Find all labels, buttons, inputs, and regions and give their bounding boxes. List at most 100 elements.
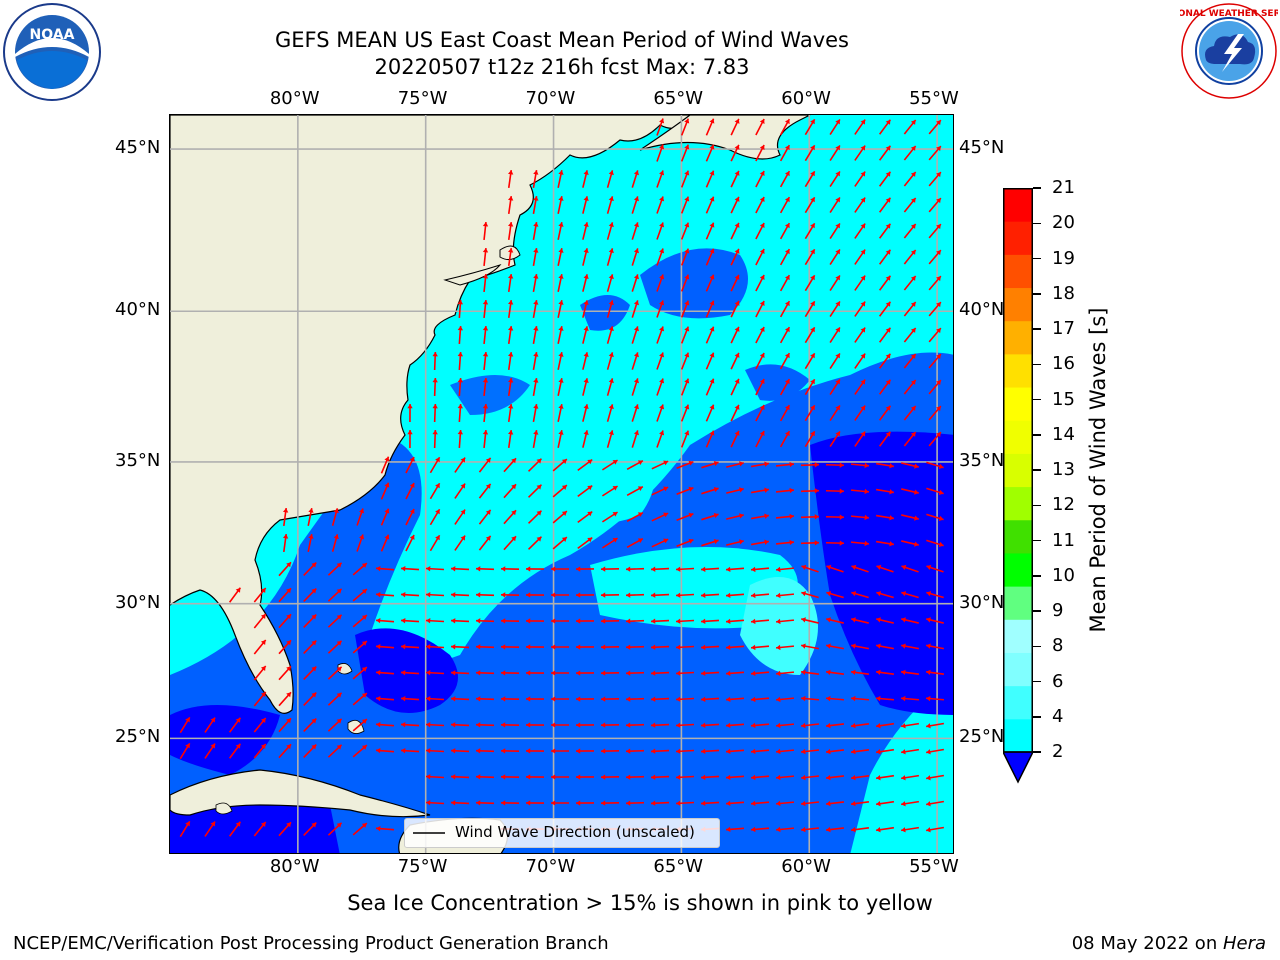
wave-direction-arrow: [475, 566, 495, 572]
wave-direction-arrow: [375, 669, 395, 676]
wave-direction-arrow: [800, 462, 820, 468]
wave-direction-arrow: [925, 695, 945, 702]
wave-direction-arrow: [903, 249, 917, 265]
wave-direction-arrow: [375, 617, 395, 624]
wave-direction-arrow: [903, 327, 917, 343]
wave-direction-arrow: [425, 670, 445, 676]
wave-direction-arrow: [730, 404, 740, 422]
wave-direction-arrow: [656, 196, 665, 214]
wave-direction-arrow: [850, 748, 870, 755]
wave-direction-arrow: [926, 643, 944, 650]
wave-direction-arrow: [303, 821, 317, 837]
wave-direction-arrow: [525, 566, 545, 572]
wave-direction-arrow: [650, 696, 670, 702]
wave-direction-arrow: [500, 722, 520, 728]
wave-direction-arrow: [750, 461, 770, 468]
wave-direction-arrow: [829, 379, 841, 395]
wave-direction-arrow: [829, 301, 841, 317]
wave-direction-arrow: [432, 377, 438, 397]
wave-direction-arrow: [507, 325, 514, 345]
wave-direction-arrow: [327, 666, 343, 680]
wave-direction-arrow: [775, 800, 795, 807]
wave-direction-arrow: [356, 534, 365, 552]
wave-direction-arrow: [557, 326, 564, 344]
wave-direction-arrow: [500, 774, 520, 780]
wave-direction-arrow: [705, 300, 715, 318]
colorbar-tick-mark: [1033, 187, 1041, 189]
wave-direction-arrow: [356, 508, 365, 526]
wave-direction-arrow: [850, 826, 870, 833]
wave-direction-arrow: [478, 457, 492, 473]
wave-direction-arrow: [804, 222, 816, 240]
wave-direction-arrow: [804, 300, 816, 318]
wave-direction-arrow: [750, 800, 770, 807]
colorbar-tick-label: 21: [1052, 177, 1075, 198]
colorbar-bin: [1003, 718, 1033, 753]
wave-direction-arrow: [801, 564, 819, 573]
colorbar-tick-label: 4: [1052, 705, 1064, 727]
wave-direction-arrow: [380, 456, 390, 474]
wave-direction-arrow: [779, 144, 791, 162]
wave-direction-arrow: [775, 461, 795, 468]
wave-direction-arrow: [878, 119, 892, 135]
wave-direction-arrow: [625, 748, 645, 754]
wave-direction-arrow: [878, 353, 892, 369]
wave-direction-arrow: [854, 119, 866, 135]
wave-direction-arrow: [878, 223, 892, 239]
wave-direction-arrow: [900, 669, 920, 676]
wave-direction-arrow: [705, 144, 715, 162]
wave-direction-arrow: [656, 170, 665, 188]
colorbar-tick-mark: [1033, 610, 1041, 612]
wave-direction-arrow: [457, 351, 464, 371]
wave-direction-arrow: [179, 716, 191, 734]
wave-direction-arrow: [507, 377, 514, 397]
wave-direction-arrow: [527, 510, 543, 524]
wave-direction-arrow: [675, 644, 695, 650]
colorbar-bin: [1003, 453, 1033, 488]
wave-direction-arrow: [875, 488, 895, 495]
wave-direction-arrow: [750, 774, 770, 781]
wave-direction-arrow: [557, 430, 564, 448]
lat-label-left: 40°N: [115, 299, 161, 321]
wave-direction-arrow: [705, 118, 715, 136]
wave-direction-arrow: [854, 379, 866, 395]
wave-direction-arrow: [875, 695, 895, 702]
wave-direction-arrow: [804, 170, 816, 188]
wave-direction-arrow: [425, 722, 445, 728]
wave-direction-arrow: [755, 430, 765, 448]
period-region-under-2-gulf: [170, 705, 280, 775]
wave-direction-arrow: [650, 774, 670, 780]
wave-direction-arrow: [725, 774, 745, 781]
wave-direction-arrow: [625, 722, 645, 728]
wave-direction-arrow: [631, 222, 639, 240]
wave-direction-arrow: [429, 534, 441, 552]
wave-direction-arrow: [550, 774, 570, 780]
wave-direction-arrow: [575, 722, 595, 728]
wave-direction-arrow: [557, 170, 564, 188]
wave-direction-arrow: [552, 484, 568, 498]
wave-direction-arrow: [680, 222, 690, 240]
wave-direction-arrow: [557, 300, 564, 318]
wave-direction-arrow: [730, 248, 740, 266]
colorbar-tick-label: 15: [1052, 388, 1075, 410]
credit-text: NCEP/EMC/Verification Post Processing Pr…: [13, 933, 609, 954]
colorbar-tick-label: 18: [1052, 282, 1075, 304]
wave-direction-arrow: [475, 670, 495, 676]
wave-direction-arrow: [650, 644, 670, 650]
svg-text:NOAA: NOAA: [30, 27, 75, 43]
wave-direction-arrow: [450, 748, 470, 754]
wave-direction-arrow: [475, 618, 495, 624]
wave-direction-arrow: [352, 718, 368, 732]
wave-direction-arrow: [303, 665, 317, 681]
wave-direction-arrow: [700, 592, 720, 598]
wave-direction-arrow: [557, 274, 564, 292]
wave-direction-arrow: [625, 696, 645, 702]
land-cuba: [170, 769, 431, 818]
wave-direction-arrow: [675, 618, 695, 624]
wave-direction-arrow: [631, 352, 639, 370]
wave-direction-arrow: [825, 695, 845, 702]
wave-direction-arrow: [400, 722, 420, 728]
wave-direction-arrow: [726, 513, 744, 520]
wave-direction-arrow: [730, 144, 740, 162]
wave-direction-arrow: [901, 462, 919, 469]
